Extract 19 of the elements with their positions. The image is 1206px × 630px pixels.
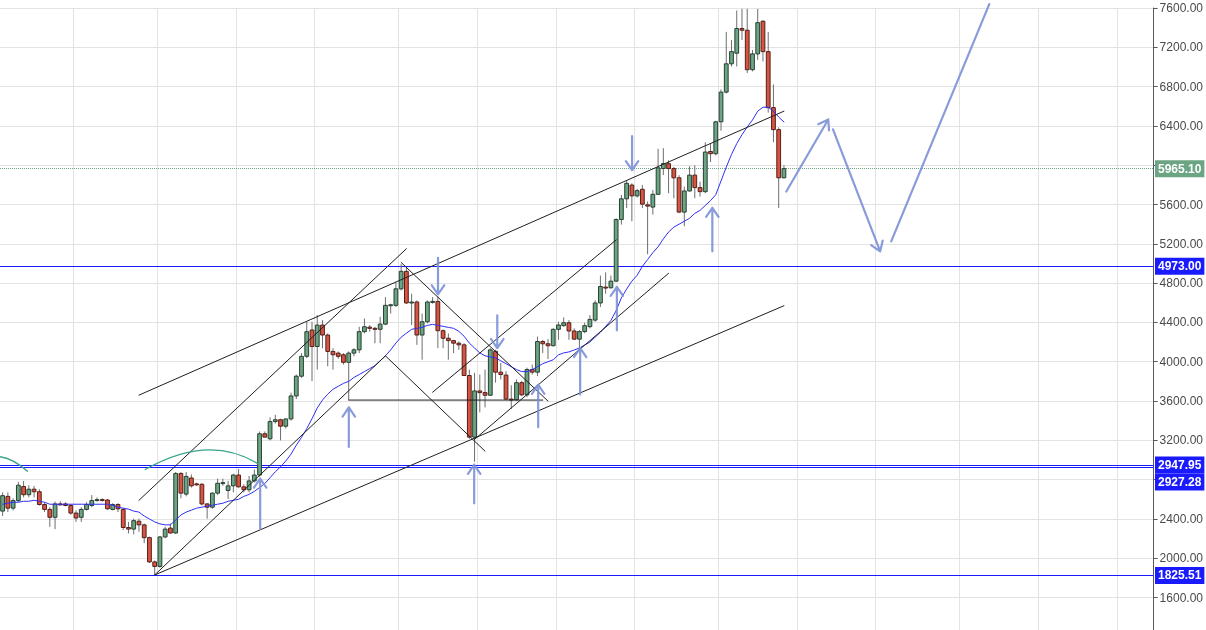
y-tick-label: 4800.00	[1159, 276, 1204, 291]
y-tick-label: 2000.00	[1159, 551, 1204, 566]
y-tick-label: 2400.00	[1159, 511, 1204, 526]
y-tick-label: 1600.00	[1159, 590, 1204, 605]
y-tick-label: 4000.00	[1159, 354, 1204, 369]
y-tick-label: 3200.00	[1159, 433, 1204, 448]
ref-line-label: 2947.95	[1158, 458, 1202, 473]
y-tick-label: 6800.00	[1159, 79, 1204, 94]
ref-line-label: 1825.51	[1158, 568, 1202, 583]
y-tick-label: 7200.00	[1159, 40, 1204, 55]
y-tick-label: 4400.00	[1159, 315, 1204, 330]
y-tick-label: 5600.00	[1159, 197, 1204, 212]
y-tick-label: 7600.00	[1159, 1, 1204, 15]
y-tick-label: 3600.00	[1159, 394, 1204, 409]
y-tick-label: 6400.00	[1159, 118, 1204, 133]
ref-line-label: 4973.00	[1158, 259, 1202, 274]
legend-label: 2927.28	[1158, 475, 1202, 490]
y-tick-label: 5200.00	[1159, 236, 1204, 251]
ref-line-label: 5965.10	[1158, 161, 1202, 176]
